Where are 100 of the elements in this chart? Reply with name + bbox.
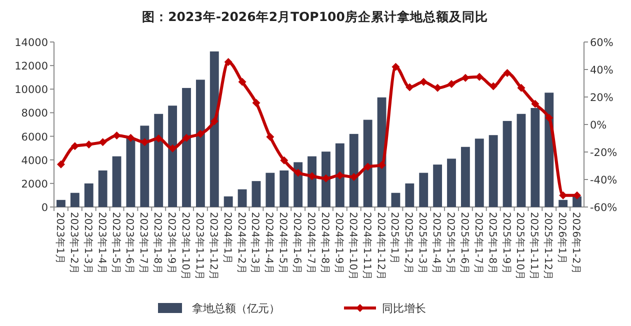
point xyxy=(196,130,204,138)
x-tick-label: 2025年1-6月 xyxy=(458,212,470,274)
x-tick-label: 2025年1月 xyxy=(388,212,401,264)
point xyxy=(461,74,470,82)
x-tick-label: 2025年1-11月 xyxy=(528,212,540,280)
point xyxy=(336,171,344,180)
legend-label: 拿地总额（亿元） xyxy=(192,302,280,315)
point xyxy=(224,58,232,66)
x-tick-label: 2025年1-7月 xyxy=(472,212,484,274)
y-tick-label: 14000 xyxy=(14,37,48,49)
point xyxy=(126,134,135,142)
bar xyxy=(252,181,261,207)
bar xyxy=(126,137,136,207)
bar xyxy=(433,164,442,207)
bar xyxy=(56,200,66,207)
bar xyxy=(168,106,178,207)
x-tick-label: 2023年1-3月 xyxy=(82,212,94,274)
bar xyxy=(460,146,470,207)
x-tick-label: 2023年1-9月 xyxy=(166,212,178,274)
x-tick-label: 2023年1-11月 xyxy=(193,212,206,280)
y-tick-label: 8000 xyxy=(21,108,48,120)
y2-tick-label: 0% xyxy=(590,120,607,132)
point xyxy=(364,162,372,171)
y-tick-label: 6000 xyxy=(21,131,48,144)
bar xyxy=(363,120,372,207)
x-tick-label: 2024年1-7月 xyxy=(305,212,318,274)
x-tick-label: 2025年1-5月 xyxy=(444,212,456,274)
x-tick-label: 2023年1-6月 xyxy=(124,212,136,274)
point xyxy=(56,160,65,168)
y2-tick-label: 40% xyxy=(590,64,614,76)
bar xyxy=(182,88,191,207)
bar xyxy=(516,114,526,207)
bar xyxy=(238,189,247,207)
bar xyxy=(530,108,540,207)
point xyxy=(308,172,316,180)
y-tick-label: 4000 xyxy=(21,154,48,167)
point xyxy=(140,138,149,146)
x-tick-label: 2024年1-5月 xyxy=(277,212,290,274)
x-tick-label: 2024年1-9月 xyxy=(332,212,345,274)
point xyxy=(573,191,582,200)
bar xyxy=(196,80,205,207)
y-tick-label: 2000 xyxy=(21,178,48,190)
x-tick-label: 2026年1月 xyxy=(556,212,568,264)
x-tick-label: 2024年1-4月 xyxy=(263,212,276,274)
x-tick-label: 2023年1-4月 xyxy=(96,212,108,274)
bar xyxy=(405,183,414,207)
y2-tick-label: -60% xyxy=(590,202,618,214)
point xyxy=(70,142,79,150)
bar xyxy=(308,156,316,207)
x-tick-label: 2023年1-7月 xyxy=(138,212,150,274)
x-tick-label: 2024年1-3月 xyxy=(249,212,262,274)
x-tick-label: 2024年1-10月 xyxy=(346,212,359,280)
point xyxy=(545,114,554,122)
bar xyxy=(98,170,108,207)
point xyxy=(238,78,246,86)
point xyxy=(517,84,526,92)
point xyxy=(154,134,163,143)
legend-label: 同比增长 xyxy=(382,302,426,315)
x-tick-label: 2025年1-12月 xyxy=(542,212,554,280)
point xyxy=(182,134,190,142)
x-tick-label: 2025年1-8月 xyxy=(486,212,498,274)
x-tick-label: 2025年1-9月 xyxy=(500,212,512,274)
bar xyxy=(140,126,150,207)
point xyxy=(98,138,107,146)
point xyxy=(531,100,540,108)
x-tick-label: 2024年1-8月 xyxy=(318,212,331,274)
x-tick-label: 2023年1-12月 xyxy=(207,212,220,280)
bar xyxy=(70,192,80,207)
x-tick-label: 2023年1-5月 xyxy=(110,212,122,274)
bar xyxy=(419,172,428,207)
y2-tick-label: -20% xyxy=(590,147,618,159)
point xyxy=(280,156,288,164)
point xyxy=(503,68,512,77)
point xyxy=(112,132,121,140)
point xyxy=(294,168,302,177)
chart-title: 图：2023年-2026年2月TOP100房企累计拿地总额及同比 xyxy=(142,9,488,24)
bar xyxy=(349,134,358,207)
bar xyxy=(280,170,289,207)
y-tick-label: 0 xyxy=(41,202,48,214)
bar xyxy=(210,51,219,207)
bar xyxy=(391,192,400,207)
x-tick-label: 2026年1-2月 xyxy=(570,212,582,274)
y2-tick-label: -40% xyxy=(590,174,618,186)
bar xyxy=(558,200,568,207)
x-tick-label: 2024年1-6月 xyxy=(291,212,304,274)
x-tick-label: 2024年1月 xyxy=(221,212,234,264)
bar xyxy=(572,196,582,207)
point xyxy=(420,78,428,86)
y2-tick-label: 20% xyxy=(590,92,614,104)
x-tick-label: 2023年1月 xyxy=(54,212,66,264)
point xyxy=(210,117,218,126)
y-tick-label: 10000 xyxy=(14,84,48,96)
point xyxy=(266,132,274,141)
x-tick-label: 2023年1-2月 xyxy=(68,212,80,274)
x-tick-label: 2024年1-12月 xyxy=(374,212,387,280)
y2-tick-label: 60% xyxy=(590,37,614,49)
x-tick-label: 2023年1-8月 xyxy=(152,212,164,274)
bar xyxy=(488,135,498,207)
x-tick-label: 2025年1-4月 xyxy=(430,212,443,274)
x-tick-label: 2025年1-3月 xyxy=(416,212,429,274)
